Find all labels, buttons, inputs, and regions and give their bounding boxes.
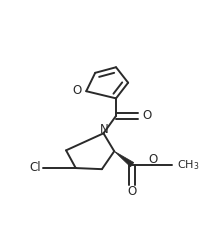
Text: N: N [100,123,109,136]
Text: O: O [142,109,152,122]
Polygon shape [114,151,134,167]
Text: O: O [72,84,82,97]
Text: CH$_3$: CH$_3$ [177,158,199,172]
Text: Cl: Cl [30,161,41,174]
Text: O: O [148,153,157,166]
Text: O: O [127,185,137,198]
